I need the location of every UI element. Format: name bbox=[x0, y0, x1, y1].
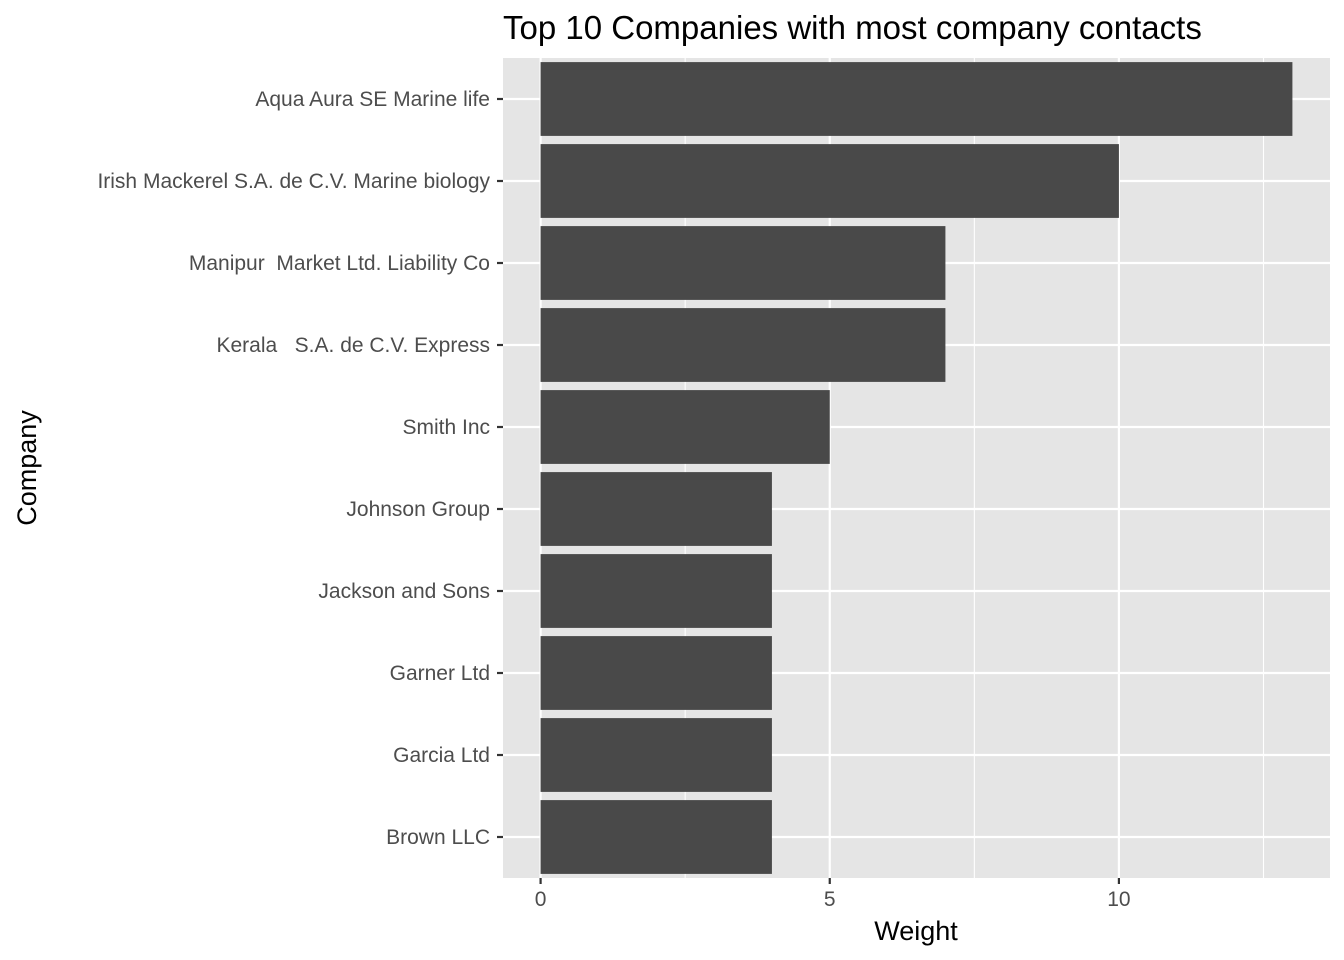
y-tick-label: Kerala S.A. de C.V. Express bbox=[216, 334, 490, 357]
bar bbox=[540, 636, 772, 710]
bar bbox=[540, 718, 772, 792]
x-axis: 0 5 10 bbox=[535, 878, 1131, 911]
x-tick-label: 0 bbox=[535, 888, 547, 911]
chart-title: Top 10 Companies with most company conta… bbox=[503, 9, 1202, 46]
bar bbox=[540, 62, 1293, 136]
bar bbox=[540, 800, 772, 874]
bar bbox=[540, 472, 772, 546]
x-tick-label: 10 bbox=[1107, 888, 1130, 911]
x-axis-title: Weight bbox=[874, 916, 958, 946]
y-tick-label: Garner Ltd bbox=[390, 662, 490, 685]
y-tick-label: Aqua Aura SE Marine life bbox=[255, 88, 490, 111]
bar bbox=[540, 554, 772, 628]
y-tick-label: Smith Inc bbox=[402, 416, 490, 439]
bar bbox=[540, 308, 946, 382]
bar bbox=[540, 144, 1119, 218]
y-axis-title: Company bbox=[12, 410, 42, 526]
bar bbox=[540, 226, 946, 300]
bars bbox=[540, 62, 1293, 874]
y-axis: Aqua Aura SE Marine life Irish Mackerel S… bbox=[97, 88, 503, 849]
bar bbox=[540, 390, 830, 464]
y-tick-label: Garcia Ltd bbox=[393, 744, 490, 767]
y-tick-label: Jackson and Sons bbox=[318, 580, 490, 603]
y-tick-label: Manipur Market Ltd. Liability Co bbox=[189, 252, 490, 275]
y-tick-label: Irish Mackerel S.A. de C.V. Marine biolo… bbox=[97, 170, 490, 193]
y-tick-label: Brown LLC bbox=[386, 826, 490, 849]
y-tick-label: Johnson Group bbox=[346, 498, 490, 521]
x-tick-label: 5 bbox=[824, 888, 836, 911]
